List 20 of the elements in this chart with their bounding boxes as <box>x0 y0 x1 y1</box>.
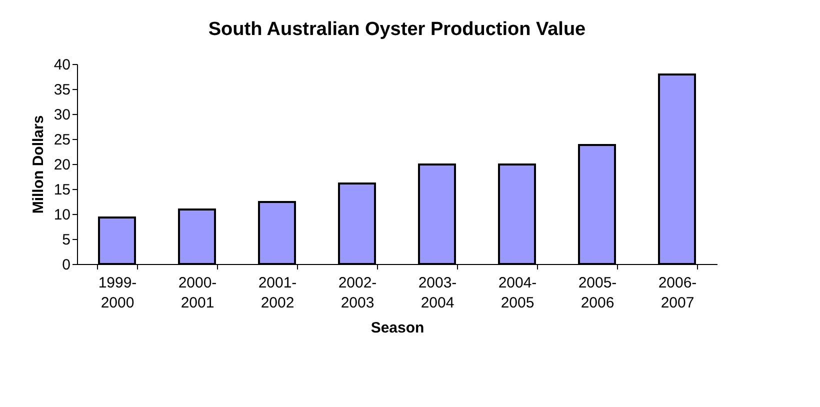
y-tick-label: 20 <box>54 156 70 174</box>
x-tick-label: 2004-2005 <box>498 274 537 312</box>
y-tick-label: 15 <box>54 182 70 198</box>
y-tick-label: 0 <box>62 256 70 274</box>
x-axis-title: Season <box>370 320 424 336</box>
x-tick-label: 2006-2007 <box>658 274 697 312</box>
x-tick-label: 1999-2000 <box>98 274 137 312</box>
x-tick-label: 2005-2006 <box>578 274 617 312</box>
y-tick-label: 35 <box>54 82 70 98</box>
y-tick-label: 25 <box>54 132 70 148</box>
y-tick-label: 5 <box>62 232 70 248</box>
x-tick-label: 2002-2003 <box>338 274 377 312</box>
chart-title: South Australian Oyster Production Value <box>208 19 586 40</box>
y-tick-label: 10 <box>54 206 70 224</box>
x-tick-label: 2003-2004 <box>418 274 457 312</box>
y-tick-label: 30 <box>54 106 70 124</box>
x-tick-label: 2000-2001 <box>178 274 217 312</box>
y-axis-title: Millon Dollars <box>30 115 47 214</box>
x-tick-label: 2001-2002 <box>258 274 297 312</box>
y-tick-label: 40 <box>54 56 70 74</box>
